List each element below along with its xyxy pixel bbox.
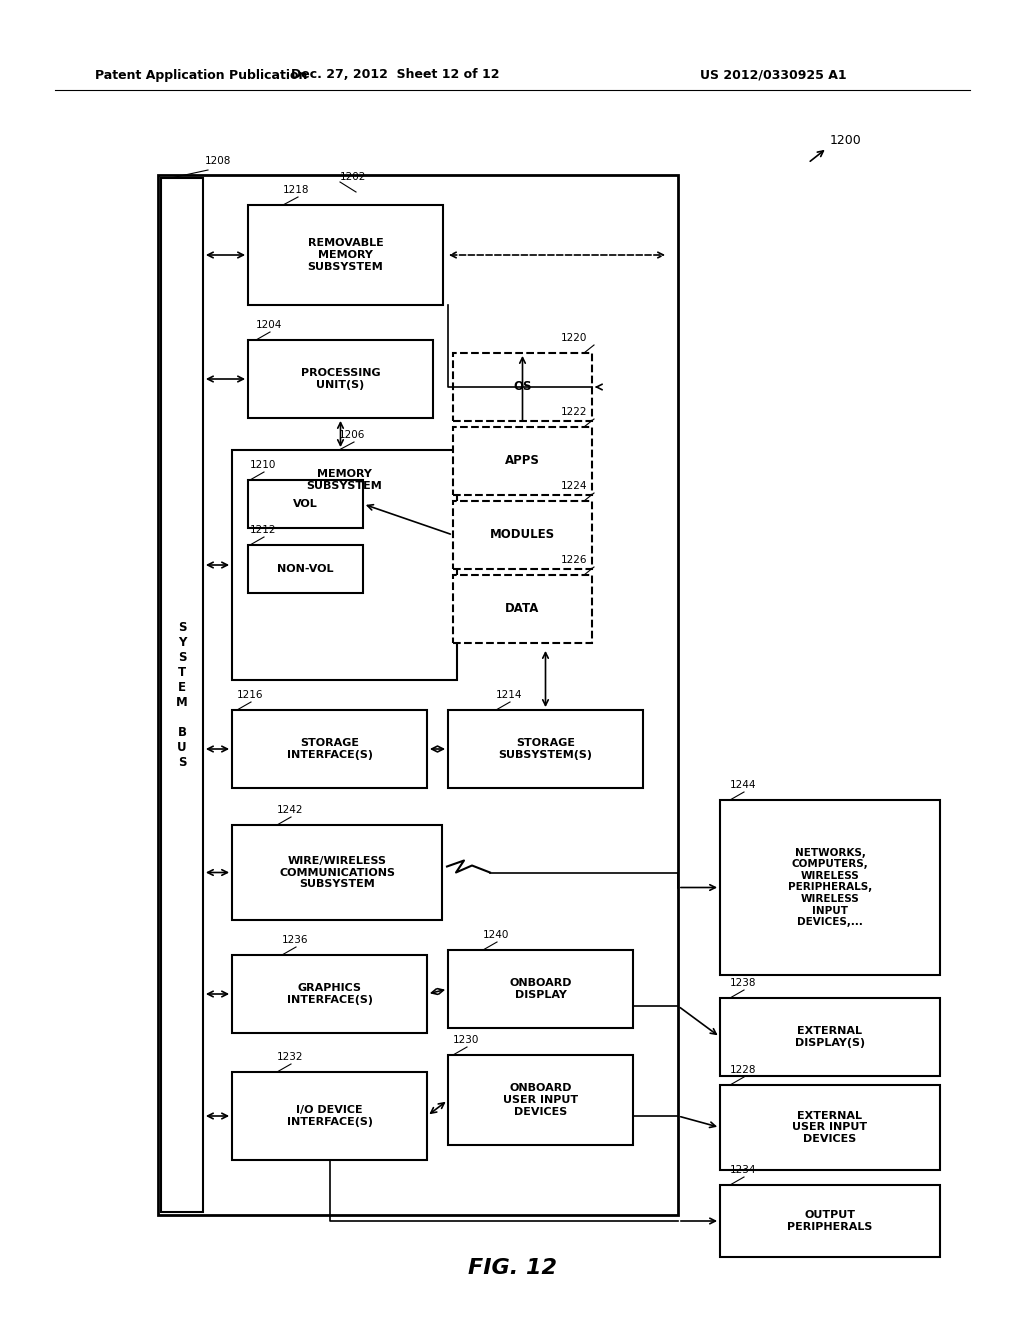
- Text: US 2012/0330925 A1: US 2012/0330925 A1: [700, 69, 847, 82]
- Text: 1214: 1214: [496, 690, 522, 700]
- Text: ONBOARD
USER INPUT
DEVICES: ONBOARD USER INPUT DEVICES: [503, 1084, 579, 1117]
- Text: APPS: APPS: [505, 454, 540, 467]
- Text: 1212: 1212: [250, 525, 276, 535]
- Text: 1236: 1236: [282, 935, 308, 945]
- Text: REMOVABLE
MEMORY
SUBSYSTEM: REMOVABLE MEMORY SUBSYSTEM: [307, 239, 383, 272]
- Bar: [232, 825, 442, 920]
- Text: 1206: 1206: [339, 430, 366, 440]
- Text: 1240: 1240: [483, 931, 509, 940]
- Text: Patent Application Publication: Patent Application Publication: [95, 69, 307, 82]
- Text: I/O DEVICE
INTERFACE(S): I/O DEVICE INTERFACE(S): [287, 1105, 373, 1127]
- Text: FIG. 12: FIG. 12: [468, 1258, 556, 1278]
- Bar: [453, 576, 592, 643]
- Text: PROCESSING
UNIT(S): PROCESSING UNIT(S): [301, 368, 380, 389]
- Bar: [248, 480, 362, 528]
- Text: NON-VOL: NON-VOL: [278, 564, 334, 574]
- Text: GRAPHICS
INTERFACE(S): GRAPHICS INTERFACE(S): [287, 983, 373, 1005]
- Text: 1220: 1220: [560, 333, 587, 343]
- Text: 1242: 1242: [278, 805, 303, 814]
- Bar: [720, 800, 940, 975]
- Bar: [720, 1185, 940, 1257]
- Text: EXTERNAL
DISPLAY(S): EXTERNAL DISPLAY(S): [795, 1026, 865, 1048]
- Bar: [449, 1055, 633, 1144]
- Text: 1228: 1228: [730, 1065, 757, 1074]
- Text: 1226: 1226: [560, 554, 587, 565]
- Text: 1238: 1238: [730, 978, 757, 987]
- Bar: [232, 450, 457, 680]
- Text: STORAGE
INTERFACE(S): STORAGE INTERFACE(S): [287, 738, 373, 760]
- Text: S
Y
S
T
E
M

B
U
S: S Y S T E M B U S: [176, 620, 187, 770]
- Text: 1244: 1244: [730, 780, 757, 789]
- Text: OUTPUT
PERIPHERALS: OUTPUT PERIPHERALS: [787, 1210, 872, 1232]
- Text: OS: OS: [513, 380, 531, 393]
- Bar: [248, 545, 362, 593]
- Text: 1232: 1232: [278, 1052, 303, 1063]
- Text: DATA: DATA: [505, 602, 540, 615]
- Text: STORAGE
SUBSYSTEM(S): STORAGE SUBSYSTEM(S): [499, 738, 593, 760]
- Bar: [248, 205, 443, 305]
- Bar: [161, 178, 203, 1212]
- Text: ONBOARD
DISPLAY: ONBOARD DISPLAY: [509, 978, 571, 999]
- Text: NETWORKS,
COMPUTERS,
WIRELESS
PERIPHERALS,
WIRELESS
INPUT
DEVICES,...: NETWORKS, COMPUTERS, WIRELESS PERIPHERAL…: [787, 847, 872, 927]
- Bar: [453, 426, 592, 495]
- Text: 1230: 1230: [453, 1035, 479, 1045]
- Bar: [158, 176, 678, 1214]
- Bar: [720, 998, 940, 1076]
- Text: 1208: 1208: [205, 156, 231, 166]
- Text: MODULES: MODULES: [489, 528, 555, 541]
- Bar: [453, 502, 592, 569]
- Bar: [248, 341, 433, 418]
- Text: Dec. 27, 2012  Sheet 12 of 12: Dec. 27, 2012 Sheet 12 of 12: [291, 69, 500, 82]
- Text: 1218: 1218: [283, 185, 309, 195]
- Text: 1234: 1234: [730, 1166, 757, 1175]
- Text: MEMORY
SUBSYSTEM: MEMORY SUBSYSTEM: [306, 469, 382, 491]
- Bar: [453, 352, 592, 421]
- Text: 1224: 1224: [560, 480, 587, 491]
- Text: VOL: VOL: [293, 499, 317, 510]
- Bar: [449, 950, 633, 1028]
- Text: 1200: 1200: [830, 133, 862, 147]
- Bar: [232, 954, 427, 1034]
- Text: EXTERNAL
USER INPUT
DEVICES: EXTERNAL USER INPUT DEVICES: [793, 1111, 867, 1144]
- Text: 1210: 1210: [250, 459, 276, 470]
- Bar: [232, 710, 427, 788]
- Text: 1202: 1202: [340, 172, 367, 182]
- Bar: [720, 1085, 940, 1170]
- Bar: [449, 710, 643, 788]
- Text: WIRE/WIRELESS
COMMUNICATIONS
SUBSYSTEM: WIRE/WIRELESS COMMUNICATIONS SUBSYSTEM: [279, 855, 395, 890]
- Text: 1216: 1216: [237, 690, 263, 700]
- Text: 1204: 1204: [256, 319, 283, 330]
- Text: 1222: 1222: [560, 407, 587, 417]
- Bar: [232, 1072, 427, 1160]
